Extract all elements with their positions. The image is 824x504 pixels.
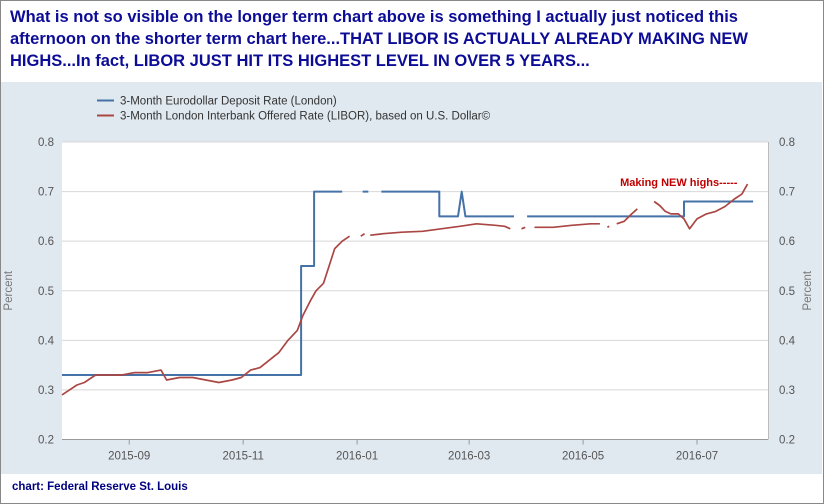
x-tick-label: 2016-07 [676,451,718,463]
y-tick-label-right: 0.2 [779,435,795,447]
y-tick-label-right: 0.8 [779,137,795,149]
y-axis-title-left: Percent [3,270,15,310]
chart-panel: 3-Month Eurodollar Deposit Rate (London)… [1,82,822,474]
legend-label-eurodollar: 3-Month Eurodollar Deposit Rate (London) [120,96,337,108]
y-tick-label-left: 0.3 [38,385,54,397]
y-tick-label-right: 0.3 [779,385,795,397]
y-tick-label-left: 0.7 [38,187,54,199]
y-tick-label-right: 0.4 [779,335,796,347]
y-tick-label-right: 0.7 [779,187,795,199]
y-tick-label-right: 0.5 [779,286,795,298]
source-credit: chart: Federal Reserve St. Louis [12,481,188,493]
x-tick-label: 2016-01 [336,451,378,463]
libor-eurodollar-chart: 3-Month Eurodollar Deposit Rate (London)… [3,96,814,463]
y-tick-label-left: 0.2 [38,435,54,447]
series-line-eurodollar[interactable] [62,190,754,376]
legend-label-libor: 3-Month London Interbank Offered Rate (L… [120,111,491,123]
y-tick-label-left: 0.4 [38,335,55,347]
y-tick-label-left: 0.6 [38,236,54,248]
y-tick-label-right: 0.6 [779,236,795,248]
y-axis-title-right: Percent [802,270,814,310]
making-new-highs-annotation: Making NEW highs----- [620,177,738,189]
x-tick-label: 2016-03 [448,451,490,463]
y-tick-label-left: 0.5 [38,286,54,298]
x-tick-label: 2015-11 [222,451,263,463]
legend[interactable]: 3-Month Eurodollar Deposit Rate (London)… [97,96,491,123]
y-tick-label-left: 0.8 [38,137,54,149]
series-line-libor[interactable] [61,183,749,396]
x-tick-label: 2015-09 [108,451,150,463]
x-tick-label: 2016-05 [562,451,604,463]
headline-text: What is not so visible on the longer ter… [10,8,748,70]
